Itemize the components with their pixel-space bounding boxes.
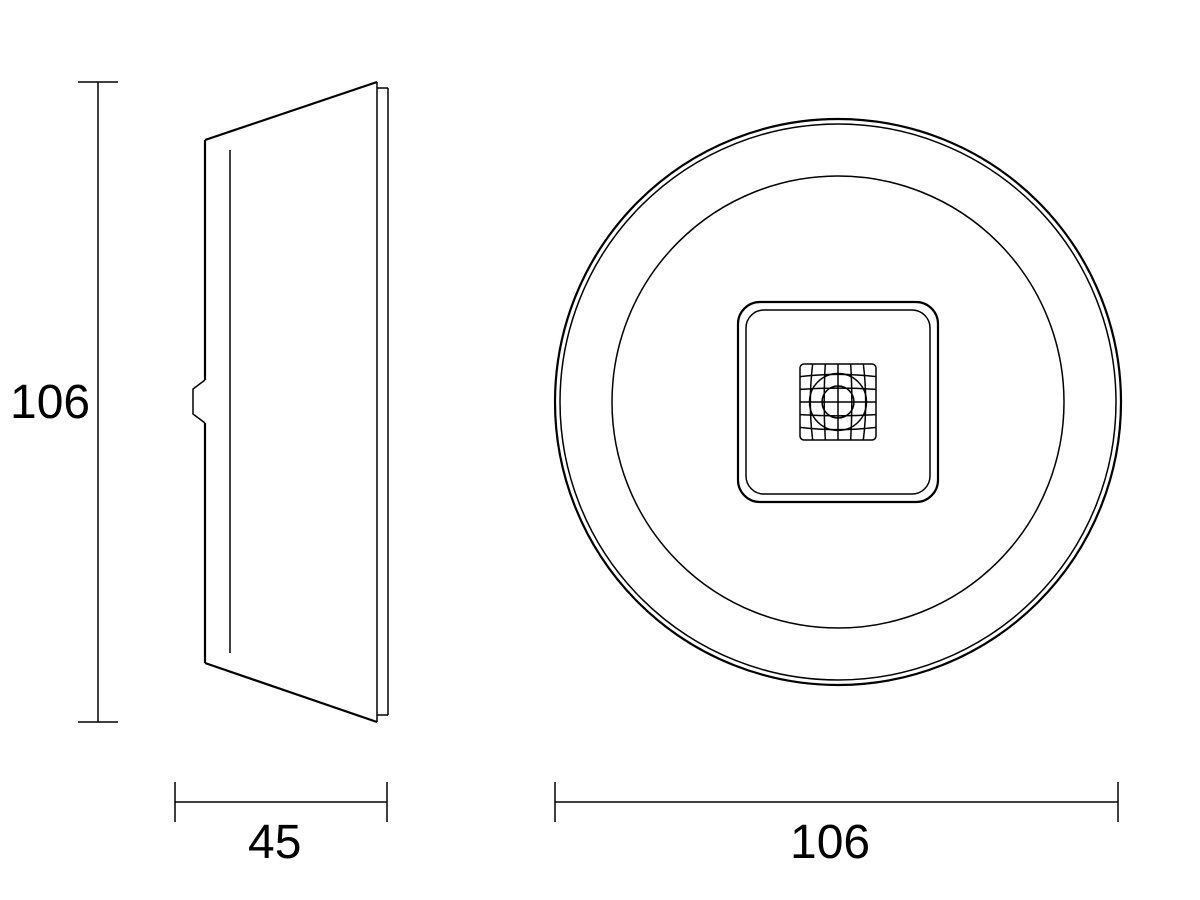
side-cone-top [205, 82, 377, 140]
dimension-height: 106 [10, 82, 118, 722]
dimension-height-label: 106 [10, 376, 90, 429]
side-sensor-nub [193, 380, 205, 423]
dimension-diameter: 106 [555, 782, 1118, 869]
front-sensor-lens [800, 364, 876, 440]
technical-drawing: 106 45 106 [0, 0, 1200, 900]
side-elevation-view [193, 82, 388, 722]
side-cone-bottom [205, 663, 377, 722]
dimension-diameter-label: 106 [790, 816, 870, 869]
front-elevation-view [555, 119, 1121, 685]
front-lens-mesh [800, 364, 876, 440]
dimension-depth: 45 [175, 782, 387, 869]
dimension-depth-label: 45 [248, 816, 301, 869]
